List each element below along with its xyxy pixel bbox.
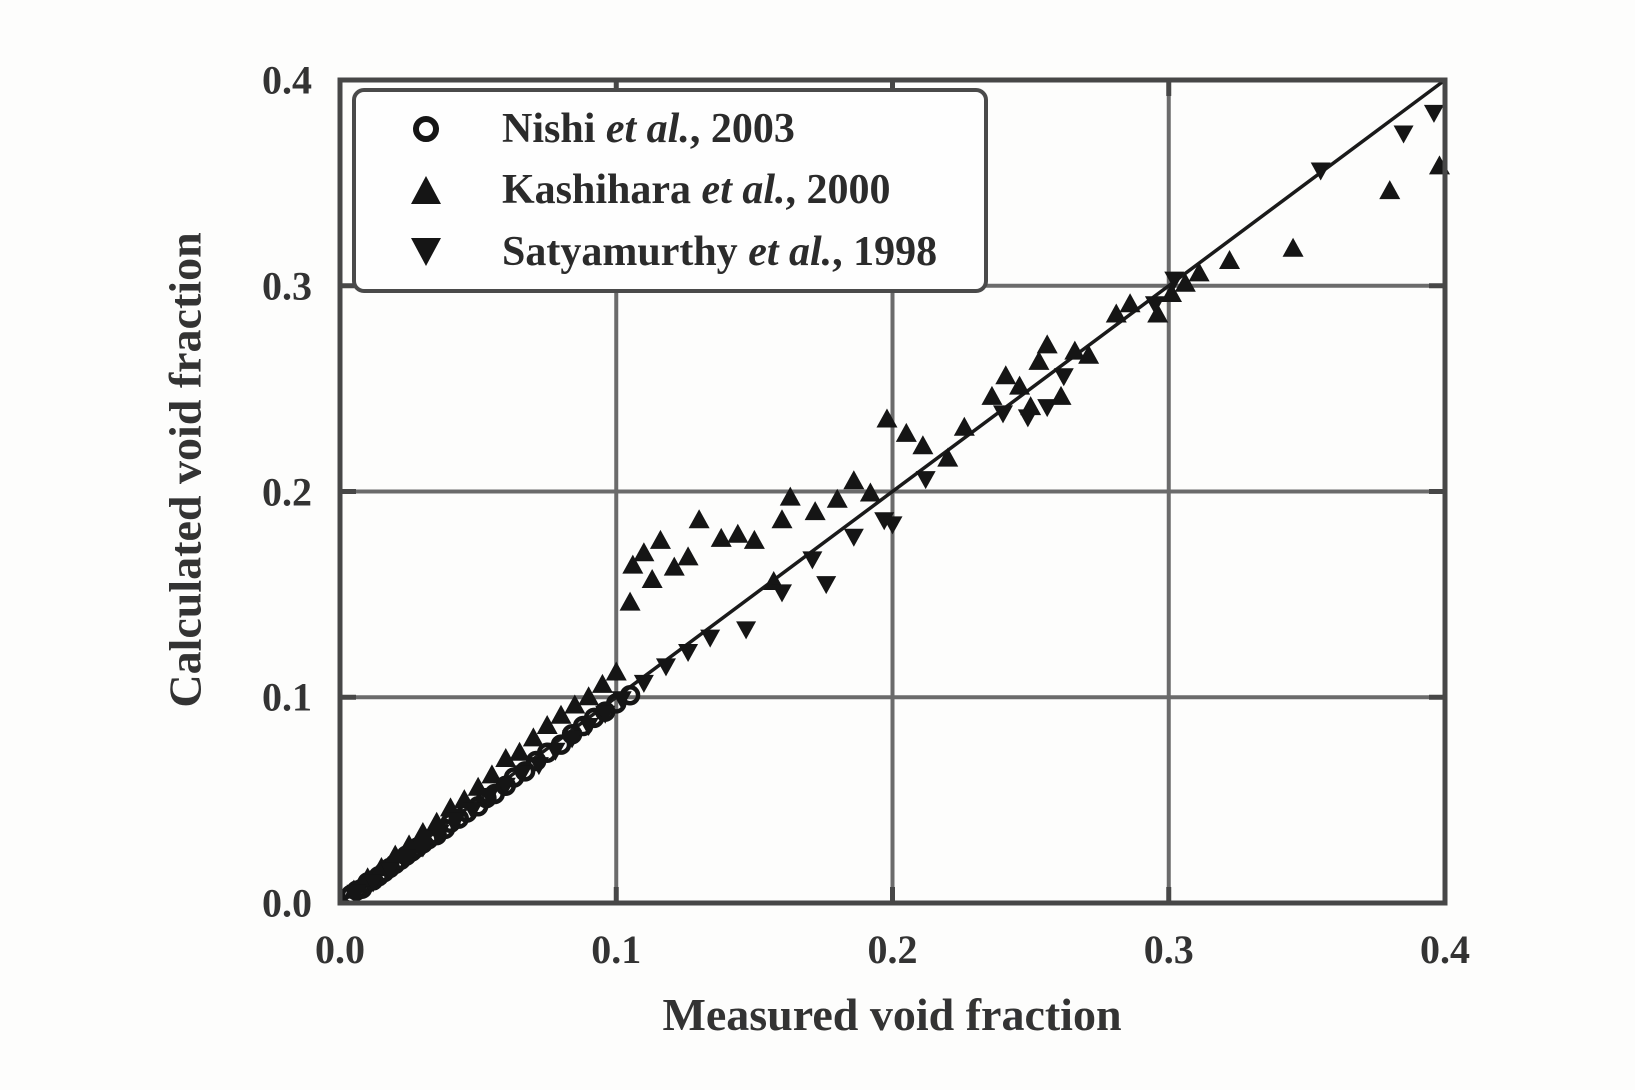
legend-item-kashihara: Kashihara et al., 2000 (394, 160, 974, 220)
tick-label: 0.4 (1420, 927, 1470, 972)
tick-label: 0.2 (867, 927, 918, 972)
legend-label: Kashihara et al., 2000 (502, 167, 891, 214)
tick-label: 0.0 (315, 927, 365, 972)
legend-label: Satyamurthy et al., 1998 (502, 229, 938, 276)
y-axis-title: Calculated void fraction (159, 232, 211, 708)
tick-label: 0.1 (262, 674, 312, 720)
tick-label: 0.3 (1143, 927, 1194, 972)
legend-item-nishi: Nishi et al., 2003 (394, 99, 974, 159)
circle-marker-icon (394, 112, 458, 146)
legend-box: Nishi et al., 2003 Kashihara et al., 200… (352, 88, 988, 293)
tick-label: 0.2 (262, 469, 312, 514)
x-axis-title: Measured void fraction (662, 989, 1122, 1040)
legend-label: Nishi et al., 2003 (502, 105, 795, 152)
tick-label: 0.1 (591, 927, 642, 972)
legend-item-satyamurthy: Satyamurthy et al., 1998 (394, 222, 974, 282)
tick-label: 0.0 (262, 880, 312, 926)
tick-label: 0.4 (262, 57, 312, 103)
triangle-down-marker-icon (394, 235, 458, 269)
tick-label: 0.3 (262, 263, 312, 309)
triangle-up-marker-icon (394, 173, 458, 207)
